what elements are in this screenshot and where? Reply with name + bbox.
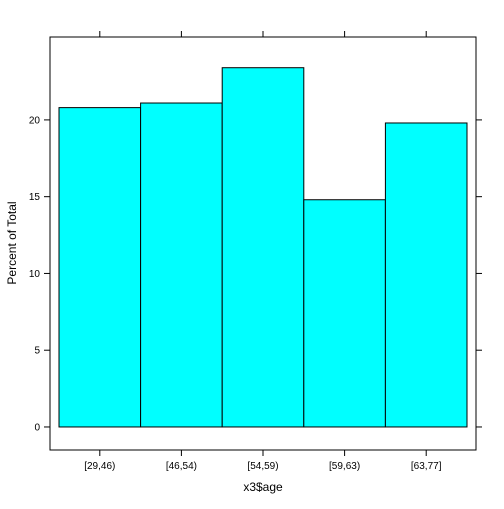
x-axis-title: x3$age	[243, 480, 283, 494]
x-tick-label-3: [59,63)	[329, 461, 360, 472]
y-tick-label-4: 20	[29, 115, 41, 126]
bar-3	[303, 199, 386, 428]
y-tick-label-1: 5	[34, 346, 40, 357]
x-tick-label-1: [46,54)	[166, 461, 197, 472]
x-axis: [29,46) [46,54) [54,59) [59,63) [63,77]	[84, 31, 442, 472]
x-tick-label-2: [54,59)	[247, 461, 278, 472]
x-tick-label-4: [63,77]	[411, 461, 442, 472]
bar-1	[140, 102, 223, 428]
bar-2	[221, 67, 305, 428]
bars-group	[58, 67, 468, 428]
x-tick-label-0: [29,46)	[84, 461, 115, 472]
y-tick-label-2: 10	[29, 269, 41, 280]
y-tick-label-0: 0	[34, 422, 40, 433]
bar-0	[58, 107, 142, 428]
y-tick-label-3: 15	[29, 192, 41, 203]
y-axis: 0 5 10 15 20	[29, 115, 482, 433]
y-axis-title: Percent of Total	[5, 201, 19, 284]
bar-4	[384, 122, 468, 428]
